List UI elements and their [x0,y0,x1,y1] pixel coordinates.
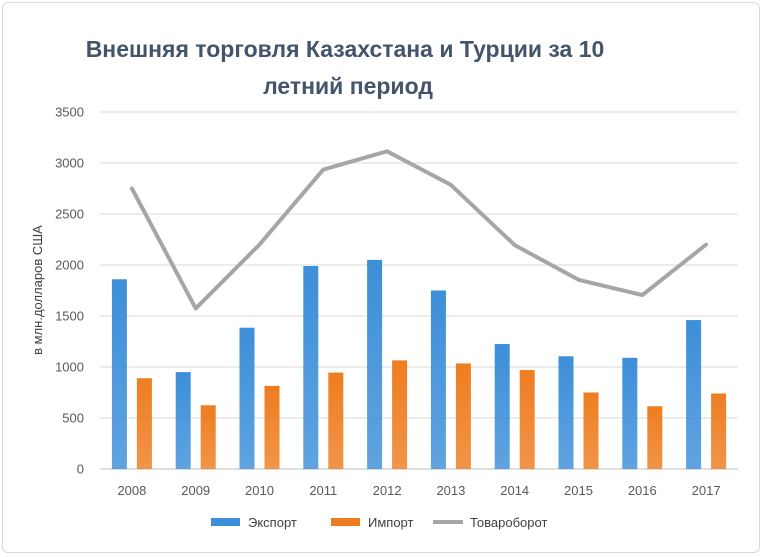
bar-export-2008 [111,279,127,469]
y-tick-label: 2500 [55,207,84,222]
x-tick-label: 2009 [181,483,210,498]
bar-import-2012 [392,360,408,469]
y-tick-label: 500 [62,411,84,426]
bar-import-2011 [328,372,344,469]
x-tick-labels: 2008 2009 2010 2011 2012 2013 2014 2015 2016 2017 [117,483,720,498]
chart-title-line-1: Внешняя торговля Казахстана и Турции за … [86,36,605,62]
legend-label: Экспорт [248,515,297,530]
bar-export-2017 [686,320,702,469]
bar-export-2010 [239,327,255,469]
bar-export-2013 [430,290,446,469]
x-tick-label: 2010 [245,483,274,498]
x-tick-label: 2011 [309,483,337,498]
bar-import-2014 [519,370,535,469]
line-trade-turnover [129,149,709,311]
legend-swatch [331,518,360,526]
chart-title-line-2: летний период [263,73,433,99]
y-tick-label: 1000 [55,360,84,375]
legend-label: Импорт [368,515,413,530]
y-tick-label: 2000 [55,258,84,273]
bar-import-2017 [711,393,727,469]
x-tick-label: 2017 [692,483,721,498]
bar-import-2015 [583,392,599,469]
legend: Экспорт Импорт Товароборот [211,515,547,530]
bar-import-2013 [455,363,471,469]
legend-swatch [211,518,240,526]
y-tick-labels: 0 500 1000 1500 2000 2500 3000 3500 [55,105,84,477]
x-tick-label: 2015 [564,483,593,498]
bar-export-2012 [367,259,383,469]
y-tick-label: 3500 [55,105,84,120]
bar-export-2016 [622,357,638,469]
legend-item: Экспорт [211,515,297,530]
gridlines [100,111,738,470]
bar-export-2014 [494,344,510,469]
bar-export-2015 [558,356,574,469]
x-tick-label: 2013 [436,483,465,498]
bar-export-2011 [303,266,319,469]
bar-import-2008 [136,378,152,469]
legend-item: Импорт [331,515,413,530]
y-tick-label: 0 [77,462,84,477]
bar-import-2009 [200,405,216,469]
y-axis-title: в млн.долларов США [30,225,45,355]
x-tick-label: 2012 [373,483,402,498]
bar-export-2009 [175,372,191,469]
x-tick-label: 2016 [628,483,657,498]
legend-label: Товароборот [470,515,547,530]
line-series [129,149,709,311]
legend-item: Товароборот [433,515,547,530]
y-tick-label: 1500 [55,309,84,324]
bars [111,259,727,469]
bar-import-2010 [264,385,280,469]
x-tick-label: 2014 [500,483,529,498]
y-tick-label: 3000 [55,156,84,171]
x-tick-label: 2008 [117,483,146,498]
bar-import-2016 [647,406,663,469]
